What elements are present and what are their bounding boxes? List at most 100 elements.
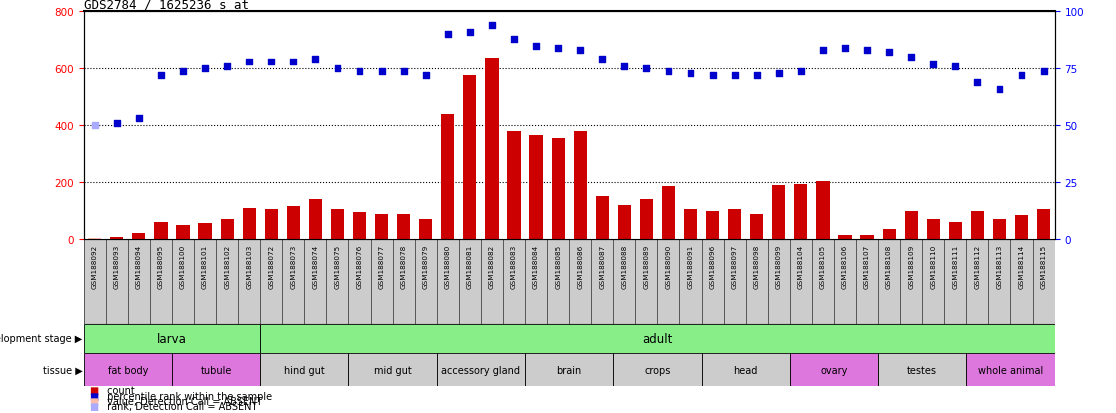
Text: GSM188110: GSM188110: [931, 244, 936, 288]
Point: [792, 68, 810, 75]
Bar: [878, 353, 966, 386]
Bar: [348, 353, 436, 386]
Text: rank, Detection Call = ABSENT: rank, Detection Call = ABSENT: [104, 401, 257, 411]
Text: GSM188114: GSM188114: [1019, 244, 1024, 288]
Point: [946, 64, 964, 70]
Point: [285, 59, 302, 66]
Point: [240, 59, 258, 66]
Text: development stage ▶: development stage ▶: [0, 334, 83, 344]
Bar: [287, 207, 300, 240]
Text: GSM188072: GSM188072: [268, 244, 275, 288]
Text: GSM188076: GSM188076: [356, 244, 363, 288]
Point: [902, 55, 920, 61]
Point: [129, 116, 147, 123]
Text: GSM188079: GSM188079: [423, 244, 429, 288]
Bar: [574, 132, 587, 240]
Bar: [353, 213, 366, 240]
Point: [594, 57, 612, 64]
Bar: [221, 220, 233, 240]
Text: GSM188106: GSM188106: [841, 244, 848, 288]
Text: GSM188097: GSM188097: [732, 244, 738, 288]
Bar: [750, 214, 763, 240]
Text: GSM188103: GSM188103: [247, 244, 252, 288]
Text: GDS2784 / 1625236_s_at: GDS2784 / 1625236_s_at: [84, 0, 249, 11]
Text: GSM188115: GSM188115: [1040, 244, 1047, 288]
Text: adult: adult: [642, 332, 673, 345]
Text: mid gut: mid gut: [374, 365, 412, 375]
Bar: [84, 353, 172, 386]
Text: GSM188108: GSM188108: [886, 244, 892, 288]
Bar: [662, 187, 675, 240]
Point: [483, 23, 501, 29]
Bar: [397, 214, 411, 240]
Bar: [529, 136, 542, 240]
Point: [1012, 73, 1030, 79]
Bar: [795, 184, 808, 240]
Point: [991, 86, 1009, 93]
Bar: [441, 114, 454, 240]
Text: ■: ■: [89, 385, 98, 395]
Point: [219, 64, 237, 70]
Bar: [260, 353, 348, 386]
Text: GSM188087: GSM188087: [599, 244, 605, 288]
Point: [439, 32, 456, 38]
Point: [770, 70, 788, 77]
Text: larva: larva: [157, 332, 186, 345]
Point: [969, 79, 987, 86]
Bar: [993, 220, 1007, 240]
Text: fat body: fat body: [107, 365, 148, 375]
Bar: [1014, 216, 1028, 240]
Text: GSM188105: GSM188105: [820, 244, 826, 288]
Text: GSM188113: GSM188113: [997, 244, 1002, 288]
Bar: [485, 59, 499, 240]
Point: [196, 66, 214, 73]
Bar: [309, 200, 323, 240]
Bar: [375, 214, 388, 240]
Text: count: count: [104, 385, 135, 395]
Bar: [508, 132, 520, 240]
Text: GSM188098: GSM188098: [753, 244, 760, 288]
Bar: [772, 185, 786, 240]
Text: GSM188096: GSM188096: [710, 244, 715, 288]
Point: [704, 73, 722, 79]
Bar: [436, 353, 525, 386]
Bar: [132, 234, 145, 240]
Point: [615, 64, 633, 70]
Point: [506, 36, 523, 43]
Bar: [971, 211, 984, 240]
Text: GSM188095: GSM188095: [158, 244, 164, 288]
Point: [416, 73, 434, 79]
Text: testes: testes: [907, 365, 937, 375]
Text: crops: crops: [644, 365, 671, 375]
Text: GSM188085: GSM188085: [555, 244, 561, 288]
Text: GSM188078: GSM188078: [401, 244, 406, 288]
Bar: [684, 210, 698, 240]
Bar: [614, 353, 702, 386]
Text: GSM188083: GSM188083: [511, 244, 517, 288]
Text: ■: ■: [89, 396, 98, 406]
Point: [549, 45, 567, 52]
Text: GSM188091: GSM188091: [687, 244, 693, 288]
Bar: [88, 238, 102, 240]
Bar: [199, 224, 212, 240]
Bar: [702, 353, 790, 386]
Text: GSM188107: GSM188107: [864, 244, 870, 288]
Bar: [639, 200, 653, 240]
Point: [814, 47, 831, 54]
Bar: [596, 197, 609, 240]
Bar: [905, 211, 917, 240]
Text: GSM188111: GSM188111: [952, 244, 959, 288]
Text: GSM188082: GSM188082: [489, 244, 494, 288]
Point: [571, 47, 589, 54]
Text: GSM188086: GSM188086: [577, 244, 584, 288]
Text: hind gut: hind gut: [283, 365, 325, 375]
Text: GSM188104: GSM188104: [798, 244, 804, 288]
Bar: [838, 235, 852, 240]
Point: [637, 66, 655, 73]
Bar: [525, 353, 614, 386]
Text: GSM188073: GSM188073: [290, 244, 297, 288]
Point: [152, 73, 170, 79]
Text: ■: ■: [89, 391, 98, 401]
Point: [881, 50, 898, 57]
Text: GSM188094: GSM188094: [136, 244, 142, 288]
